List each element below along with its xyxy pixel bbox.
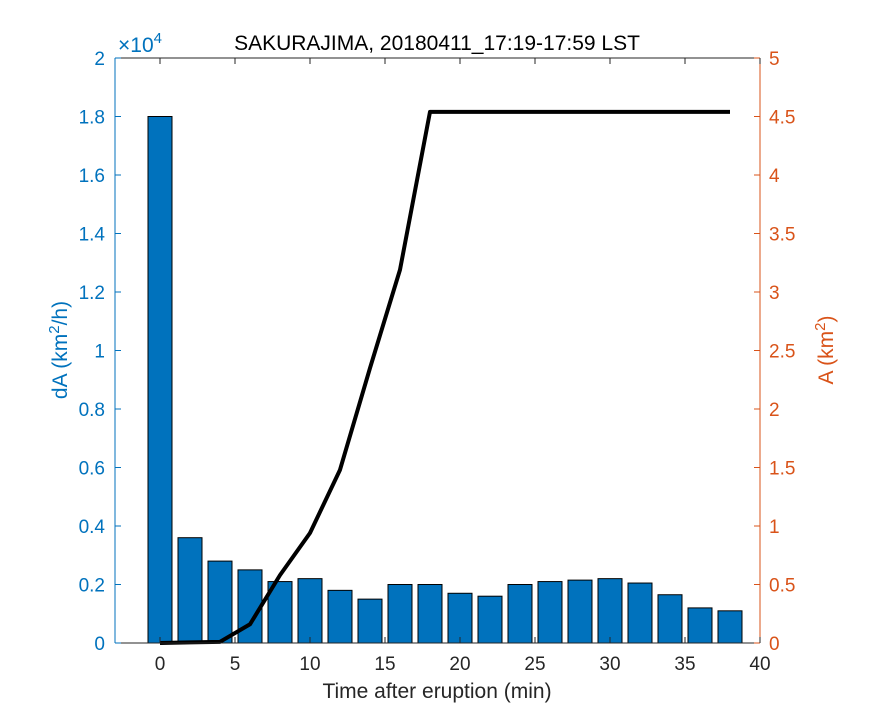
bar	[657, 594, 683, 644]
right-tick-label: 3	[769, 283, 780, 304]
chart-title: SAKURAJIMA, 20180411_17:19-17:59 LST	[234, 32, 640, 55]
left-tick-label: 0.2	[79, 576, 105, 597]
bar	[357, 598, 383, 644]
bar	[207, 560, 233, 644]
right-tick-label: 4.5	[769, 108, 795, 129]
bar	[477, 595, 503, 644]
bar	[537, 581, 563, 644]
bar	[627, 582, 653, 644]
left-tick-label: 0.6	[79, 459, 105, 480]
right-tick-label: 2.5	[769, 342, 795, 363]
bar	[687, 607, 713, 644]
bar	[507, 584, 533, 644]
left-tick-label: 1.2	[79, 283, 105, 304]
bar	[717, 610, 743, 644]
right-tick-label: 1.5	[769, 459, 795, 480]
left-tick-label: 0	[94, 634, 105, 655]
right-tick-label: 1	[769, 517, 780, 538]
x-tick-label: 0	[155, 654, 166, 675]
left-tick-label: 1.6	[79, 166, 105, 187]
x-tick-label: 40	[749, 654, 770, 675]
right-tick-label: 3.5	[769, 225, 795, 246]
left-tick-label: 1.8	[79, 108, 105, 129]
right-axis-ticks: 0 0.5 1 1.5 2 2.5 3 3.5 4 4.5 5	[754, 49, 795, 655]
bar	[567, 579, 593, 644]
bar	[387, 584, 413, 644]
bar	[417, 584, 443, 644]
left-tick-label: 1	[94, 342, 105, 363]
x-tick-label: 5	[230, 654, 241, 675]
left-tick-label: 1.4	[79, 225, 106, 246]
left-axis-exponent: ×104	[118, 30, 162, 57]
left-axis-label: dA (km2/h)	[46, 301, 72, 399]
right-tick-label: 4	[769, 166, 780, 187]
x-tick-label: 20	[449, 654, 470, 675]
x-axis-ticks: 0 5 10 15 20 25 30 35 40	[155, 58, 771, 675]
x-tick-label: 10	[299, 654, 320, 675]
right-tick-label: 0	[769, 634, 780, 655]
bar	[147, 116, 173, 644]
right-tick-label: 5	[769, 49, 780, 70]
left-tick-label: 0.8	[79, 400, 105, 421]
x-tick-label: 25	[524, 654, 545, 675]
x-tick-label: 15	[374, 654, 395, 675]
right-tick-label: 0.5	[769, 576, 795, 597]
right-tick-label: 2	[769, 400, 780, 421]
cumulative-area-line	[159, 109, 730, 645]
left-tick-label: 0.4	[79, 517, 106, 538]
left-axis-ticks: 0 0.2 0.4 0.6 0.8 1 1.2 1.4 1.6 1.8 2	[79, 49, 121, 655]
bar	[237, 569, 263, 644]
left-tick-label: 2	[94, 49, 105, 70]
plot-area	[115, 58, 760, 643]
bar	[597, 578, 623, 644]
x-axis-label: Time after eruption (min)	[322, 680, 551, 703]
bar	[297, 578, 323, 644]
x-tick-label: 30	[599, 654, 620, 675]
x-tick-label: 35	[674, 654, 695, 675]
bar	[327, 589, 353, 644]
bar	[177, 537, 203, 644]
right-axis-label: A (km2)	[812, 315, 838, 384]
bar	[447, 592, 473, 644]
